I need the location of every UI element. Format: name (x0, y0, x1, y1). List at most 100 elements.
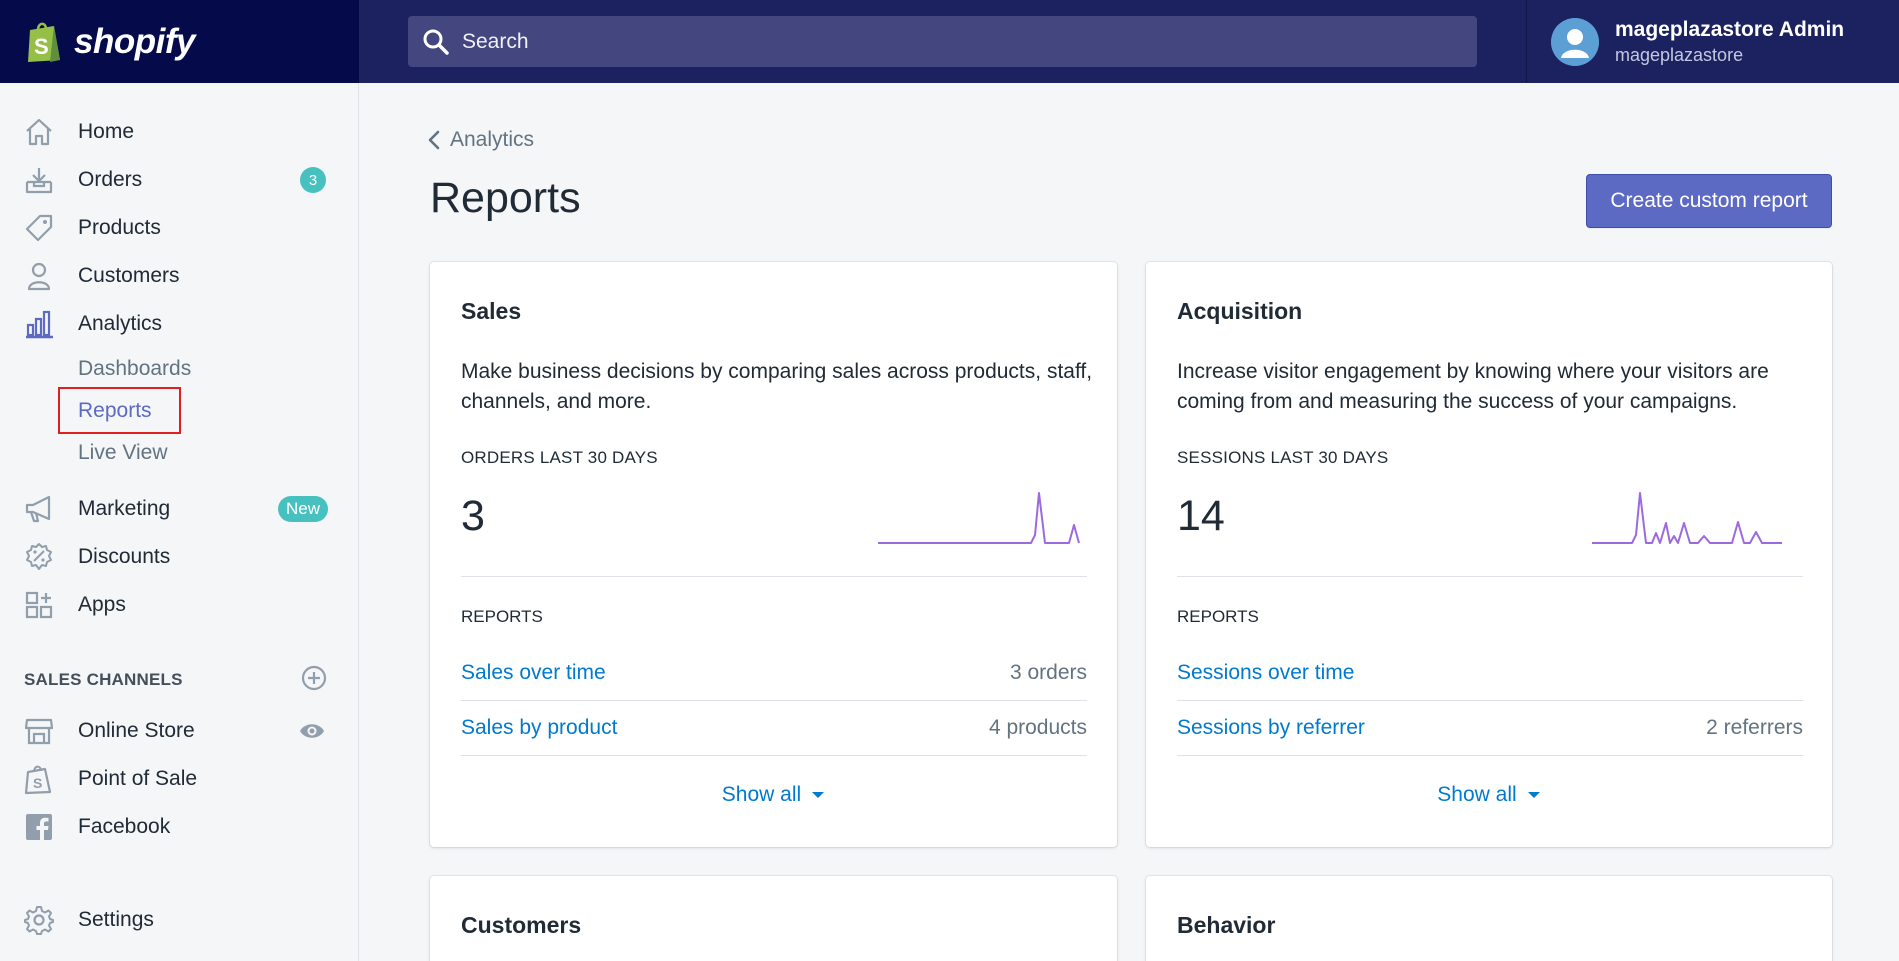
show-all-label: Show all (721, 783, 802, 806)
report-row: Sales over time 3 orders (461, 646, 1087, 701)
report-link-sessions-by-referrer[interactable]: Sessions by referrer (1177, 716, 1365, 739)
avatar (1551, 17, 1599, 66)
sidebar-item-label: Orders (78, 168, 143, 191)
orders-icon (22, 163, 56, 197)
sessions-sparkline (1592, 492, 1782, 544)
new-badge: New (277, 496, 328, 522)
breadcrumb[interactable]: Analytics (428, 128, 534, 152)
sidebar-item-label: Marketing (78, 497, 171, 520)
sidebar-item-analytics[interactable]: Analytics (22, 304, 332, 344)
report-link-sessions-over-time[interactable]: Sessions over time (1177, 661, 1355, 684)
sidebar-item-orders[interactable]: Orders 3 (22, 160, 332, 200)
caret-down-icon (812, 792, 825, 798)
svg-text:S: S (34, 34, 49, 59)
breadcrumb-label: Analytics (450, 128, 535, 151)
card-description: Make business decisions by comparing sal… (461, 360, 1093, 413)
bar-chart-icon (22, 307, 56, 341)
tag-icon (22, 211, 56, 245)
sidebar-subitem-live-view[interactable]: Live View (78, 441, 168, 464)
sidebar-item-discounts[interactable]: Discounts (22, 537, 332, 577)
metric-value: 3 (461, 492, 485, 540)
sidebar-item-label: Discounts (78, 545, 171, 568)
report-row: Sessions over time (1177, 646, 1803, 701)
card-title: Acquisition (1177, 298, 1303, 324)
create-custom-report-button[interactable]: Create custom report (1586, 174, 1832, 228)
show-all-button[interactable]: Show all (1146, 783, 1832, 807)
acquisition-card: Acquisition Increase visitor engagement … (1146, 262, 1832, 847)
person-icon (22, 259, 56, 293)
account-name: mageplazastore Admin (1615, 17, 1845, 41)
sidebar-item-label: Point of Sale (78, 767, 198, 790)
sidebar-item-online-store[interactable]: Online Store (22, 711, 332, 751)
metric-value: 14 (1177, 492, 1225, 540)
sidebar-item-label: Online Store (78, 719, 195, 742)
card-title: Sales (461, 298, 522, 324)
add-sales-channel-icon[interactable] (300, 664, 328, 697)
sidebar: Home Orders 3 Products Customers Analyti… (0, 83, 359, 961)
sidebar-item-label: Customers (78, 264, 180, 287)
show-all-label: Show all (1437, 783, 1517, 806)
search-input[interactable]: Search (408, 16, 1477, 67)
sidebar-subitem-reports[interactable]: Reports (78, 399, 152, 422)
user-avatar-icon (1551, 17, 1599, 66)
report-link-sales-by-product[interactable]: Sales by product (461, 716, 618, 739)
orders-sparkline (878, 492, 1080, 544)
reports-highlight-box (58, 387, 181, 434)
card-description: Increase visitor engagement by knowing w… (1177, 360, 1769, 413)
facebook-icon (22, 810, 56, 844)
shopify-bag-icon: S (28, 22, 60, 62)
reports-section-label: REPORTS (1177, 607, 1259, 626)
sidebar-item-home[interactable]: Home (22, 112, 332, 152)
metric-label: ORDERS LAST 30 DAYS (461, 448, 658, 467)
sales-card: Sales Make business decisions by compari… (430, 262, 1117, 847)
sidebar-item-label: Settings (78, 908, 154, 931)
sidebar-item-point-of-sale[interactable]: S Point of Sale (22, 759, 332, 799)
sidebar-item-facebook[interactable]: Facebook (22, 807, 332, 847)
sidebar-item-settings[interactable]: Settings (22, 900, 332, 940)
svg-text:S: S (33, 775, 42, 791)
caret-down-icon (1527, 792, 1540, 798)
sidebar-item-products[interactable]: Products (22, 208, 332, 248)
search-icon (423, 29, 449, 55)
account-store: mageplazastore (1615, 44, 1744, 65)
sidebar-item-label: Facebook (78, 815, 171, 838)
behavior-card: Behavior (1146, 876, 1832, 961)
discount-icon (22, 540, 56, 574)
logo-text: shopify (74, 21, 195, 61)
page-title: Reports (430, 174, 581, 222)
sidebar-item-customers[interactable]: Customers (22, 256, 332, 296)
account-menu[interactable]: mageplazastore Admin mageplazastore (1526, 0, 1899, 83)
report-count: 4 products (988, 716, 1087, 739)
sidebar-item-apps[interactable]: Apps (22, 585, 332, 625)
top-bar: S shopify Search mageplazastore Admin ma… (0, 0, 1899, 83)
sidebar-item-label: Products (78, 216, 161, 239)
apps-icon (22, 588, 56, 622)
store-icon (22, 714, 56, 748)
home-icon (22, 115, 56, 149)
report-link-sales-over-time[interactable]: Sales over time (461, 661, 606, 684)
divider (461, 576, 1087, 577)
pos-bag-icon: S (22, 762, 56, 796)
sidebar-item-label: Apps (78, 593, 126, 616)
card-title: Customers (461, 912, 582, 938)
report-count: 2 referrers (1706, 716, 1803, 739)
shopify-logo[interactable]: S shopify (0, 0, 359, 83)
show-all-button[interactable]: Show all (430, 783, 1117, 807)
customers-card: Customers (430, 876, 1117, 961)
eye-icon[interactable] (298, 719, 326, 748)
sidebar-item-marketing[interactable]: Marketing New (22, 489, 332, 529)
card-title: Behavior (1177, 912, 1276, 938)
report-row: Sales by product 4 products (461, 701, 1087, 756)
metric-label: SESSIONS LAST 30 DAYS (1177, 448, 1389, 467)
sidebar-subitem-dashboards[interactable]: Dashboards (78, 357, 192, 380)
report-row: Sessions by referrer 2 referrers (1177, 701, 1803, 756)
orders-count-badge: 3 (300, 167, 326, 193)
report-count: 3 orders (1009, 661, 1087, 684)
sales-channels-title: SALES CHANNELS (24, 670, 183, 689)
chevron-left-icon (428, 130, 440, 150)
megaphone-icon (22, 492, 56, 526)
gear-icon (22, 903, 56, 937)
sidebar-item-label: Home (78, 120, 135, 143)
search-placeholder: Search (462, 29, 529, 53)
sidebar-item-label: Analytics (78, 312, 163, 335)
